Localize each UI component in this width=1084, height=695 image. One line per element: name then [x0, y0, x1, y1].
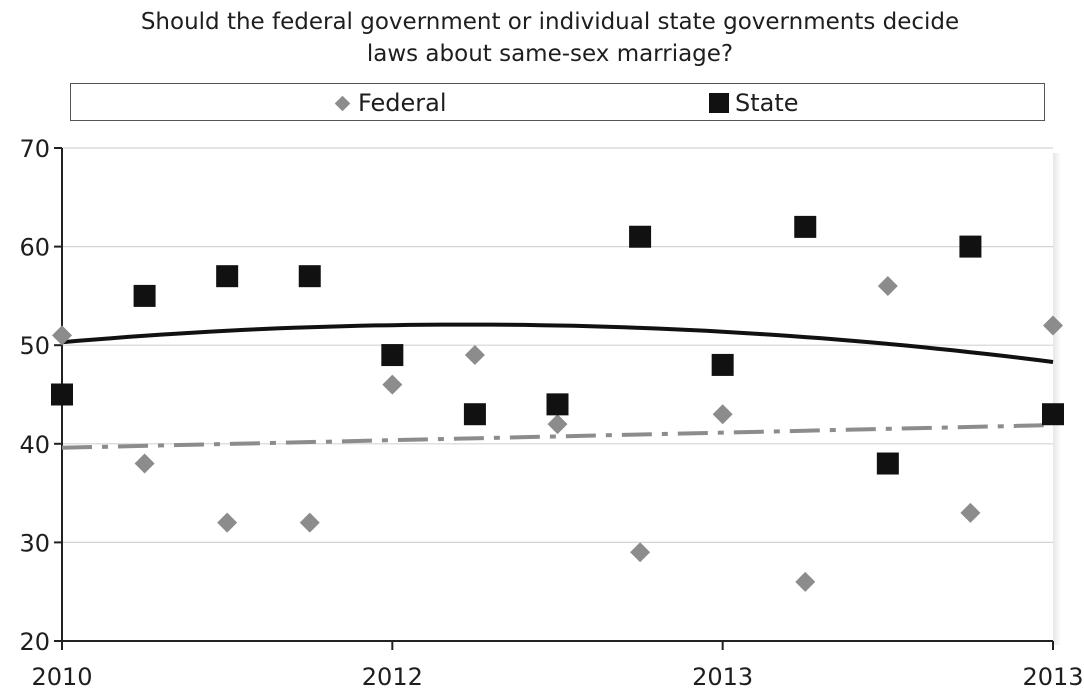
- legend-entry-state: State: [709, 88, 799, 118]
- chart-legend: Federal State: [70, 83, 1045, 121]
- federal-point: [712, 404, 733, 425]
- federal-point: [382, 374, 403, 395]
- federal-point: [960, 502, 981, 523]
- state-point: [216, 265, 239, 288]
- state-point: [51, 383, 73, 406]
- federal-point: [134, 453, 155, 474]
- chart-title-line-2: laws about same-sex marriage?: [366, 41, 734, 67]
- state-point: [629, 225, 652, 248]
- federal-point: [795, 571, 816, 592]
- legend-square-icon: [709, 93, 729, 113]
- data-points: [51, 215, 1064, 592]
- trendlines: [61, 322, 1054, 450]
- x-tick-label: 2013: [692, 663, 753, 691]
- state-point: [794, 215, 817, 238]
- state-point: [546, 393, 569, 416]
- legend-label-federal: Federal: [358, 89, 447, 117]
- y-tick-label: 20: [19, 628, 50, 656]
- x-tick-label: 2013: [1022, 663, 1083, 691]
- state-point: [133, 284, 156, 307]
- state-point: [298, 265, 321, 288]
- legend-label-state: State: [735, 89, 799, 117]
- federal-point: [464, 345, 485, 366]
- chart-title: Should the federal government or individ…: [0, 6, 1084, 70]
- federal-point: [877, 276, 898, 297]
- state-point: [1042, 403, 1064, 426]
- federal-point: [630, 542, 651, 563]
- chart-title-line-1: Should the federal government or individ…: [140, 9, 960, 35]
- state-point: [876, 452, 899, 475]
- tick-labels: 20 30 40 50 60 70 2010 2012 2013 2013: [19, 135, 1083, 691]
- y-tick-label: 40: [19, 431, 50, 459]
- state-point: [959, 235, 982, 258]
- y-tick-label: 70: [19, 135, 50, 163]
- y-tick-label: 50: [19, 332, 50, 360]
- trendline-federal: [61, 423, 1054, 450]
- legend-entry-federal: Federal: [334, 88, 447, 118]
- gridlines: [62, 147, 1053, 544]
- state-point: [463, 403, 486, 426]
- plot-shadow: [1053, 153, 1061, 645]
- x-tick-label: 2012: [362, 663, 423, 691]
- state-point: [711, 353, 734, 376]
- trendline-state: [61, 322, 1054, 364]
- federal-point: [52, 325, 72, 346]
- federal-point: [217, 512, 238, 533]
- federal-point: [1043, 315, 1063, 336]
- y-tick-label: 60: [19, 234, 50, 262]
- federal-point: [547, 414, 568, 435]
- x-tick-label: 2010: [31, 663, 92, 691]
- federal-point: [299, 512, 320, 533]
- y-tick-label: 30: [19, 529, 50, 557]
- state-point: [381, 344, 404, 367]
